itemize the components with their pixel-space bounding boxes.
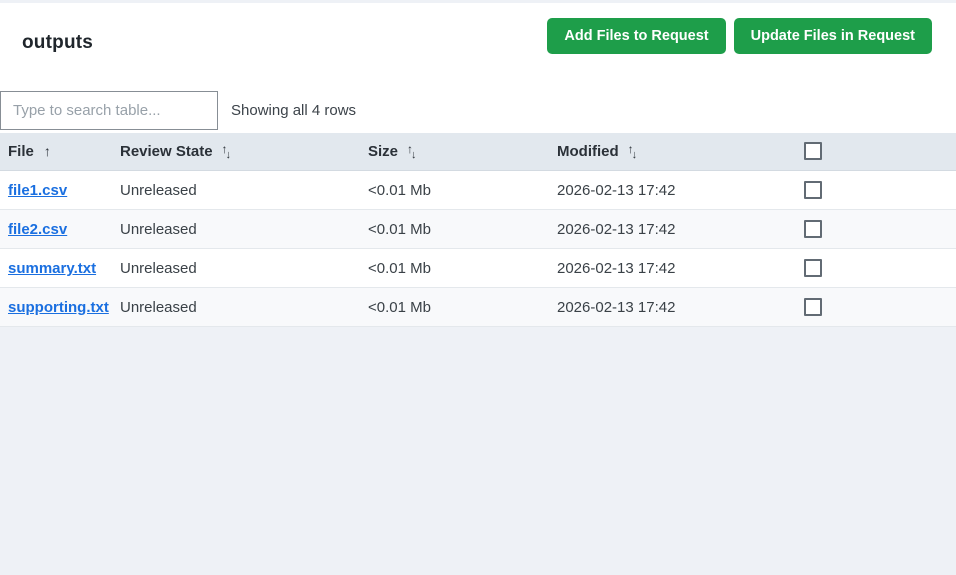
page-title: outputs xyxy=(22,32,94,53)
search-row: Showing all 4 rows xyxy=(0,91,956,130)
sort-up-icon: ↑ xyxy=(627,141,634,156)
table-row: file2.csv Unreleased <0.01 Mb 2026-02-13… xyxy=(0,209,956,250)
toolbar: Add Files to Request Update Files in Req… xyxy=(547,18,932,54)
sort-ascending-icon: ↑ xyxy=(43,142,51,159)
table-header-row: File ↑ Review State ↑↓ Size ↑↓ Modified ↑↓ xyxy=(0,133,956,172)
sort-toggle-icon: ↑↓ xyxy=(627,141,637,161)
row-count-status: Showing all 4 rows xyxy=(231,102,357,119)
column-header-size-label: Size xyxy=(368,142,399,160)
select-all-checkbox[interactable] xyxy=(804,142,822,161)
row-select-checkbox[interactable] xyxy=(804,181,822,200)
table-row: supporting.txt Unreleased <0.01 Mb 2026-… xyxy=(0,287,956,328)
modified-cell: 2026-02-13 17:42 xyxy=(549,209,796,250)
size-cell: <0.01 Mb xyxy=(360,209,549,250)
add-files-button[interactable]: Add Files to Request xyxy=(547,18,726,54)
review-state-cell: Unreleased xyxy=(112,287,360,328)
column-header-review-state-label: Review State xyxy=(120,142,213,160)
sort-down-icon: ↓ xyxy=(225,148,231,161)
column-header-modified[interactable]: Modified ↑↓ xyxy=(549,133,796,172)
sort-down-icon: ↓ xyxy=(631,148,637,161)
row-select-checkbox[interactable] xyxy=(804,298,822,317)
modified-cell: 2026-02-13 17:42 xyxy=(549,287,796,328)
size-cell: <0.01 Mb xyxy=(360,287,549,328)
column-header-file-label: File xyxy=(8,142,34,160)
column-header-file[interactable]: File ↑ xyxy=(0,133,112,172)
content-panel: outputs Add Files to Request Update File… xyxy=(0,3,956,328)
size-cell: <0.01 Mb xyxy=(360,248,549,289)
top-bar: outputs Add Files to Request Update File… xyxy=(0,3,956,54)
table-row: file1.csv Unreleased <0.01 Mb 2026-02-13… xyxy=(0,170,956,211)
file-link[interactable]: summary.txt xyxy=(8,259,97,277)
modified-cell: 2026-02-13 17:42 xyxy=(549,248,796,289)
column-header-select xyxy=(796,133,956,172)
row-select-checkbox[interactable] xyxy=(804,220,822,239)
file-link[interactable]: file2.csv xyxy=(8,220,68,238)
sort-up-icon: ↑ xyxy=(221,141,228,156)
review-state-cell: Unreleased xyxy=(112,248,360,289)
review-state-cell: Unreleased xyxy=(112,170,360,211)
column-header-modified-label: Modified xyxy=(557,142,619,160)
sort-down-icon: ↓ xyxy=(411,148,416,161)
file-link[interactable]: file1.csv xyxy=(8,181,68,199)
modified-cell: 2026-02-13 17:42 xyxy=(549,170,796,211)
size-cell: <0.01 Mb xyxy=(360,170,549,211)
files-table: File ↑ Review State ↑↓ Size ↑↓ Modified ↑↓ f… xyxy=(0,133,956,328)
sort-up-icon: ↑ xyxy=(407,141,413,156)
sort-toggle-icon: ↑↓ xyxy=(407,141,416,161)
sort-toggle-icon: ↑↓ xyxy=(221,141,231,161)
file-link[interactable]: supporting.txt xyxy=(8,298,109,316)
review-state-cell: Unreleased xyxy=(112,209,360,250)
search-input[interactable] xyxy=(0,91,218,130)
row-select-checkbox[interactable] xyxy=(804,259,822,278)
column-header-size[interactable]: Size ↑↓ xyxy=(360,133,549,172)
table-row: summary.txt Unreleased <0.01 Mb 2026-02-… xyxy=(0,248,956,289)
update-files-button[interactable]: Update Files in Request xyxy=(733,18,932,54)
column-header-review-state[interactable]: Review State ↑↓ xyxy=(112,133,360,172)
